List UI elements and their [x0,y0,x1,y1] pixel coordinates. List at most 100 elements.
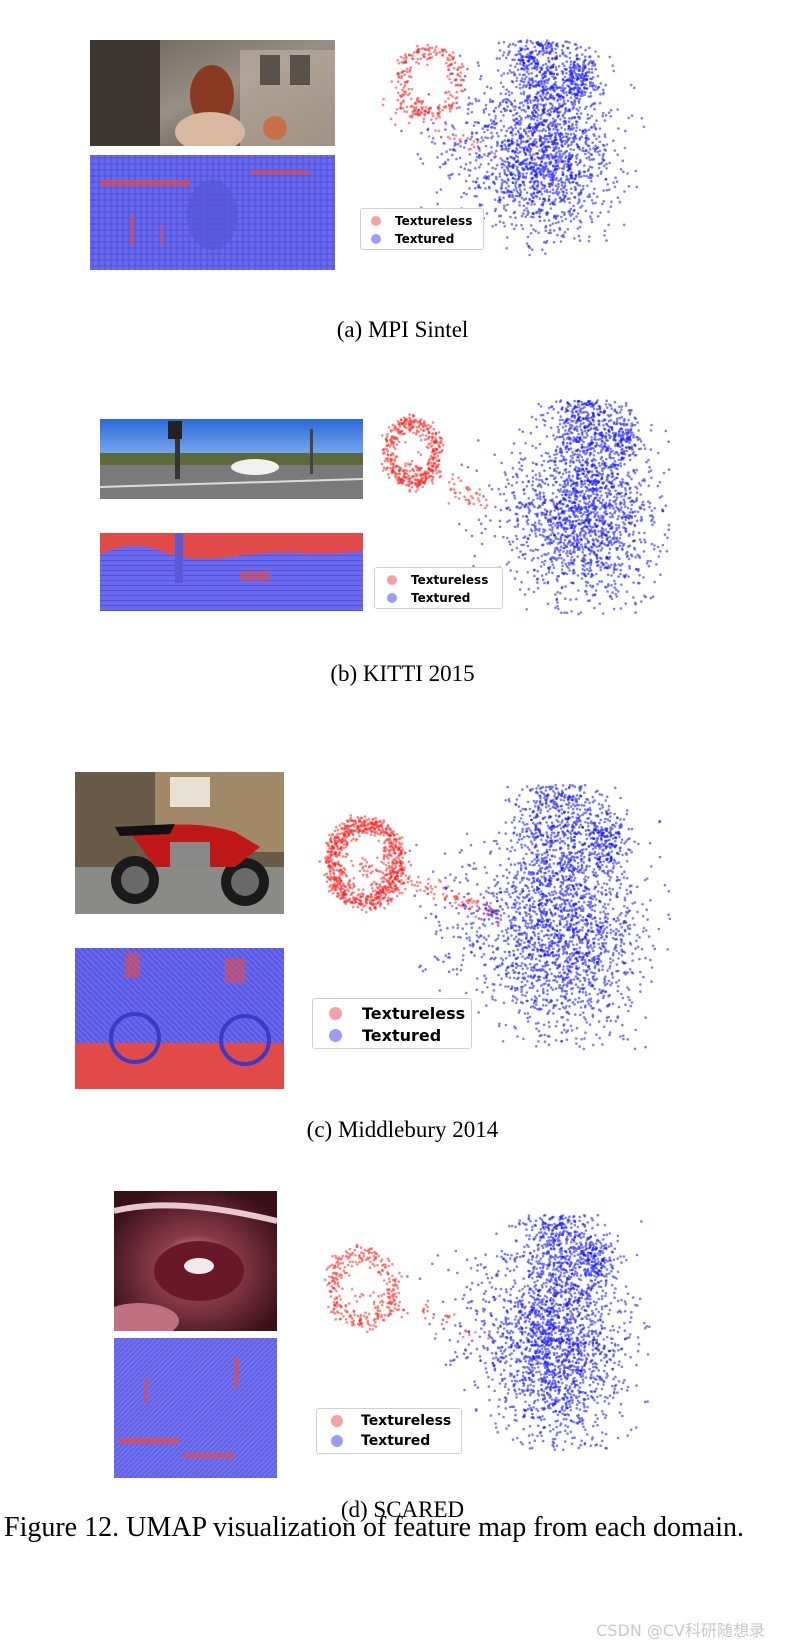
textured-point [509,215,512,219]
textureless-point [416,57,419,61]
textured-point [582,560,586,564]
textured-point [618,416,621,420]
textured-point [621,478,624,481]
textured-point [578,87,581,90]
textured-point [649,448,653,451]
textured-point [553,136,557,139]
textured-point [543,508,547,511]
textured-point [560,160,564,163]
textured-point [579,428,583,431]
textured-point [509,131,512,135]
textured-point [536,91,540,94]
textured-point [578,65,582,68]
textured-point [523,209,526,212]
textured-point [568,197,571,200]
textureless-point [409,66,413,69]
textured-point [590,211,593,214]
textured-point [559,512,563,515]
textureless-point [450,81,453,85]
textured-point [615,595,619,598]
textured-point [534,418,538,421]
textured-point [539,485,543,489]
textured-point [573,481,576,484]
textured-point [589,584,592,587]
textureless-point [458,491,462,495]
textureless-point [404,61,408,64]
textured-point [506,72,510,75]
textured-point [565,564,569,568]
textured-point [556,502,559,506]
textured-point [511,80,515,84]
textured-point [579,469,583,472]
textured-point [523,80,526,84]
textureless-point [447,103,451,107]
textureless-point [431,433,434,436]
textured-point [648,465,651,469]
textured-point [591,490,595,493]
textured-point [555,215,558,219]
textured-point [595,553,598,556]
textured-point [512,114,515,117]
textureless-point [389,462,393,466]
textured-point [559,415,563,418]
textured-point [477,439,480,442]
textured-point [493,156,496,159]
textured-point [555,480,558,484]
textured-point [591,81,594,85]
textured-point [555,578,559,581]
textured-point [640,515,643,519]
textureless-point [459,66,463,69]
textured-point [579,45,582,49]
textureless-point [435,447,439,451]
textured-point [491,135,494,138]
textured-point [616,196,620,199]
textured-point [556,425,560,429]
textured-point [554,65,558,69]
textured-point [624,529,627,533]
textured-point [547,219,551,222]
textured-point [596,399,599,402]
textured-point [439,188,443,191]
sintel-umap-scatter [381,39,646,257]
textured-point [555,400,558,403]
textured-point [518,588,522,591]
textured-point [463,146,466,149]
textured-point [530,172,533,175]
textureless-point [444,100,447,103]
textured-point [590,71,594,74]
textured-point [554,125,557,129]
textureless-points [380,413,489,510]
textured-point [558,418,562,422]
textured-point [540,181,543,184]
textured-point [571,456,574,460]
textured-point [585,410,588,414]
textured-point [584,91,587,94]
textured-point [592,480,596,483]
textured-point [590,438,593,442]
textured-point [530,415,534,419]
textured-point [499,103,502,107]
textured-point [567,91,571,94]
textured-point [504,208,508,212]
textured-point [590,217,593,221]
textured-point [515,570,519,573]
textured-point [543,184,547,188]
textured-point [570,78,573,82]
textureless-point [416,420,419,424]
textured-point [585,537,588,541]
textureless-point [407,87,411,91]
textured-point [510,223,514,226]
textured-point [484,136,487,139]
textured-point [510,173,514,177]
textured-point [548,161,551,164]
textured-point [535,195,539,198]
textured-point [601,154,605,158]
textured-point [572,414,576,418]
textured-point [500,461,503,465]
textured-point [620,516,623,519]
textured-point [511,134,514,137]
textured-point [458,106,461,109]
textured-point [500,190,504,194]
textureless-point [467,486,470,489]
textured-point [541,413,545,417]
